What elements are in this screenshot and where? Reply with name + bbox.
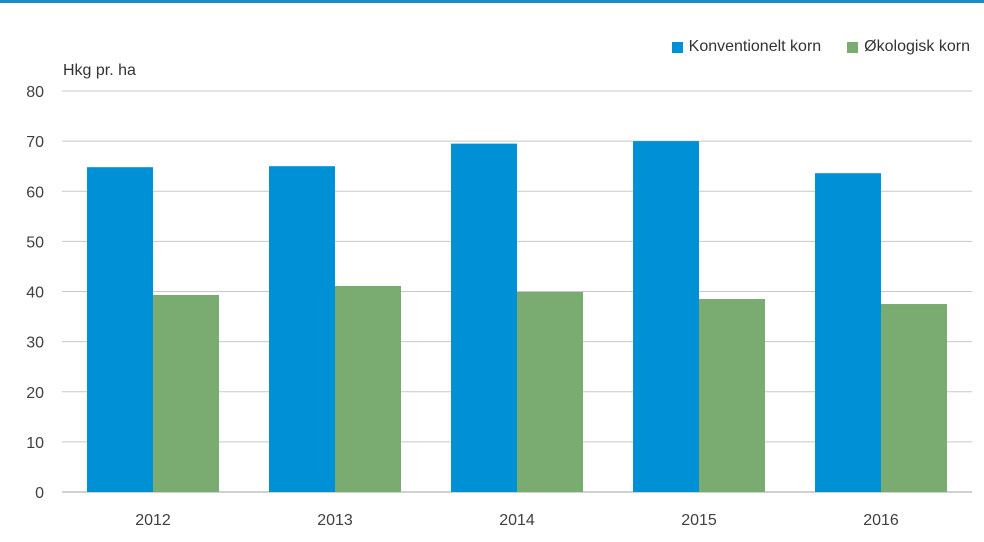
y-tick-label-50: 50: [26, 234, 44, 251]
bar-okologisk-2014: [517, 292, 583, 492]
bar-konventionelt-2014: [451, 144, 517, 492]
bar-okologisk-2015: [699, 299, 765, 492]
x-tick-label-2016: 2016: [863, 512, 899, 529]
y-tick-label-10: 10: [26, 435, 44, 452]
bar-konventionelt-2013: [269, 166, 335, 492]
bar-konventionelt-2015: [633, 141, 699, 492]
bar-okologisk-2012: [153, 295, 219, 492]
y-tick-label-60: 60: [26, 184, 44, 201]
bar-okologisk-2016: [881, 304, 947, 492]
bar-konventionelt-2012: [87, 167, 153, 492]
y-tick-label-20: 20: [26, 385, 44, 402]
y-tick-label-40: 40: [26, 285, 44, 302]
x-tick-label-2015: 2015: [681, 512, 717, 529]
y-tick-label-80: 80: [26, 84, 44, 101]
bar-konventionelt-2016: [815, 173, 881, 492]
x-tick-label-2014: 2014: [499, 512, 535, 529]
y-tick-label-30: 30: [26, 335, 44, 352]
x-tick-label-2013: 2013: [317, 512, 353, 529]
x-tick-label-2012: 2012: [135, 512, 171, 529]
bar-okologisk-2013: [335, 286, 401, 492]
y-tick-label-70: 70: [26, 134, 44, 151]
y-tick-label-0: 0: [35, 485, 44, 502]
